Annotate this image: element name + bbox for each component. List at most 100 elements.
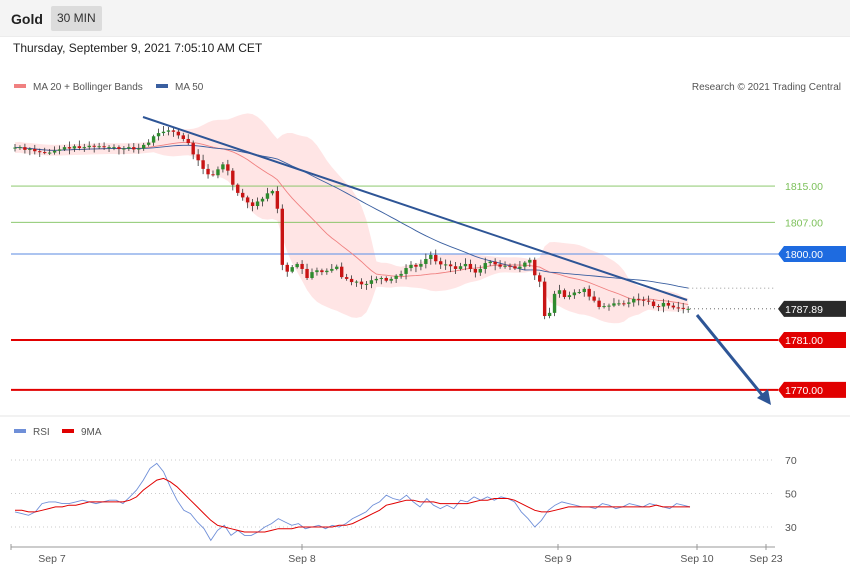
candle-body bbox=[354, 281, 359, 283]
candle-body bbox=[117, 147, 121, 149]
candle-body bbox=[483, 263, 487, 269]
candle-body bbox=[112, 147, 116, 149]
candle-body bbox=[72, 146, 77, 149]
ma50-line bbox=[14, 144, 689, 289]
candle-body bbox=[270, 191, 275, 194]
candle-body bbox=[602, 306, 606, 308]
candle-body bbox=[414, 264, 418, 267]
time-label-Sep-8: Sep 8 bbox=[288, 553, 316, 565]
bollinger-band-area bbox=[15, 113, 689, 324]
candle-body bbox=[156, 133, 161, 137]
time-label-Sep-7: Sep 7 bbox=[38, 553, 66, 565]
candle-body bbox=[557, 290, 562, 294]
candle-body bbox=[47, 152, 52, 154]
price-tag-label-1815.00: 1815.00 bbox=[785, 181, 823, 193]
candle-body bbox=[587, 288, 591, 297]
candle-body bbox=[211, 174, 215, 176]
timeframe-badge[interactable]: 30 MIN bbox=[51, 6, 102, 31]
candle-body bbox=[523, 262, 527, 267]
candle-body bbox=[38, 151, 42, 153]
rsi-level-label-30: 30 bbox=[785, 522, 797, 534]
candle-body bbox=[315, 270, 319, 273]
bollinger-band bbox=[15, 113, 689, 324]
candle-body bbox=[567, 295, 572, 298]
candle-body bbox=[493, 261, 497, 265]
candle-body bbox=[335, 266, 339, 269]
chart-datetime: Thursday, September 9, 2021 7:05:10 AM C… bbox=[13, 41, 263, 55]
time-label-Sep-23: Sep 23 bbox=[749, 553, 782, 565]
candle-body bbox=[399, 273, 403, 276]
candle-body bbox=[443, 264, 448, 266]
downtrend-line bbox=[142, 116, 688, 301]
candle-body bbox=[632, 298, 636, 303]
candle-body bbox=[82, 147, 86, 149]
candle-body bbox=[597, 300, 601, 307]
candle-body bbox=[221, 164, 225, 170]
candle-body bbox=[191, 143, 195, 155]
candle-body bbox=[300, 263, 304, 269]
candle-body bbox=[260, 198, 265, 202]
candle-body bbox=[538, 275, 542, 282]
candle-body bbox=[651, 301, 656, 307]
candle-body bbox=[359, 281, 364, 285]
candle-body bbox=[364, 283, 369, 285]
price-tag-label-1781.00: 1781.00 bbox=[785, 335, 823, 347]
candle-body bbox=[419, 263, 423, 267]
candle-body bbox=[280, 208, 284, 265]
candle-body bbox=[33, 148, 37, 152]
moving-averages bbox=[14, 141, 775, 305]
price-tag-label-1770.00: 1770.00 bbox=[785, 385, 823, 397]
candle-body bbox=[181, 135, 185, 139]
candle-body bbox=[23, 147, 27, 150]
candle-body bbox=[28, 148, 32, 150]
candle-body bbox=[107, 147, 111, 149]
time-axis: Sep 7 Sep 8 Sep 9 Sep 10 Sep 23 bbox=[10, 544, 783, 565]
candlesticks bbox=[13, 126, 690, 320]
candle-body bbox=[656, 306, 661, 308]
candle-body bbox=[226, 164, 230, 171]
candle-body bbox=[250, 202, 255, 207]
candle-body bbox=[57, 149, 62, 151]
rsi-panel: 70 50 30 bbox=[11, 455, 797, 542]
price-tag-1800.00 bbox=[778, 246, 846, 262]
candle-body bbox=[394, 275, 398, 279]
candle-body bbox=[617, 303, 621, 305]
candle-body bbox=[429, 254, 433, 259]
ma50-legend-swatch bbox=[156, 84, 168, 88]
candle-body bbox=[661, 302, 666, 307]
candle-body bbox=[686, 308, 690, 310]
candle-body bbox=[67, 147, 72, 149]
candle-body bbox=[295, 263, 299, 268]
candle-body bbox=[468, 263, 473, 269]
candle-body bbox=[236, 184, 240, 193]
candle-body bbox=[127, 147, 131, 149]
price-tags: 1815.00 1807.00 1800.00 1787.89 1781.00 1770.… bbox=[778, 181, 846, 398]
candle-body bbox=[404, 268, 408, 274]
rsi-ma-line bbox=[15, 477, 690, 533]
candle-body bbox=[285, 264, 289, 272]
candle-body bbox=[379, 277, 383, 279]
candle-body bbox=[320, 270, 324, 273]
candle-body bbox=[186, 138, 190, 144]
candle-body bbox=[518, 266, 522, 269]
candle-body bbox=[241, 192, 245, 198]
candle-body bbox=[132, 147, 136, 150]
candle-body bbox=[77, 146, 82, 149]
price-levels bbox=[11, 185, 778, 391]
candle-body bbox=[458, 266, 463, 269]
candle-body bbox=[142, 144, 146, 149]
candle-body bbox=[612, 303, 616, 306]
candle-body bbox=[151, 136, 156, 143]
projection-arrow-head bbox=[757, 389, 771, 405]
candle-body bbox=[671, 305, 676, 308]
trend-lines bbox=[142, 116, 771, 405]
candle-body bbox=[231, 170, 235, 185]
candle-body bbox=[533, 259, 537, 276]
candle-body bbox=[369, 280, 374, 284]
candle-body bbox=[592, 296, 596, 301]
candle-body bbox=[245, 197, 250, 203]
candle-body bbox=[344, 277, 349, 279]
candle-body bbox=[572, 292, 577, 296]
candle-body bbox=[310, 272, 314, 278]
rsi-ma-legend-swatch bbox=[62, 429, 74, 433]
